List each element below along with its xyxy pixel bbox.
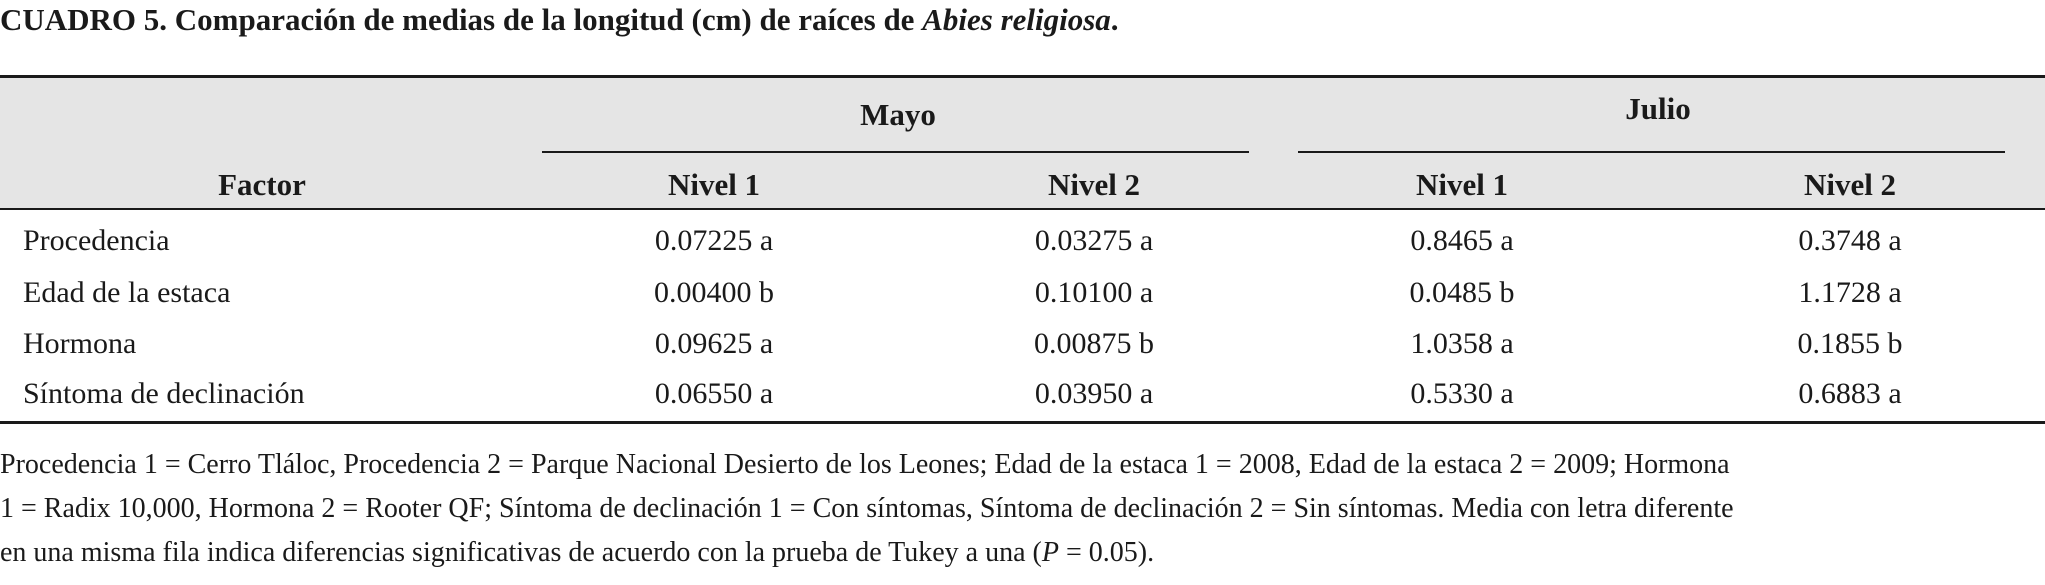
caption-prefix: CUADRO 5. Comparación de medias de la lo… [0,2,923,37]
level-header-mayo-1: Nivel 1 [667,167,761,202]
table-cell: 0.3748 a [1798,224,1902,257]
header-rule [0,208,2045,210]
caption-species: Abies religiosa [922,2,1111,37]
table-cell: 1.1728 a [1798,276,1902,309]
caption-suffix: . [1110,2,1119,37]
factor-column-header: Factor [218,167,306,202]
table-cell: 1.0358 a [1410,327,1514,360]
table-cell: 0.10100 a [1034,276,1154,309]
row-factor: Edad de la estaca [23,276,231,309]
table-cell: 0.6883 a [1798,377,1902,410]
level-header-julio-1: Nivel 1 [1415,167,1509,202]
table-cell: 0.0485 b [1409,276,1515,309]
mayo-span-rule [542,151,1249,153]
table-cell: 0.06550 a [654,377,774,410]
table-cell: 0.07225 a [654,224,774,257]
table-cell: 0.00875 b [1034,327,1154,360]
table-caption: CUADRO 5. Comparación de medias de la lo… [0,2,1119,38]
table-cell: 0.00400 b [654,276,774,309]
level-header-julio-2: Nivel 2 [1803,167,1897,202]
table-bottom-rule [0,421,2045,424]
table-footnote: Procedencia 1 = Cerro Tláloc, Procedenci… [0,443,2045,575]
level-header-mayo-2: Nivel 2 [1047,167,1141,202]
footnote-p-symbol: P [1041,537,1059,568]
footnote-line-2: 1 = Radix 10,000, Hormona 2 = Rooter QF;… [0,493,1734,524]
comparison-table: Mayo Julio Factor Nivel 1 Nivel 2 Nivel … [0,75,2045,424]
group-header-julio: Julio [1625,91,1691,126]
footnote-line-3-prefix: en una misma fila indica diferencias sig… [0,537,1042,568]
table-cell: 0.1855 b [1797,327,1903,360]
table-cell: 0.8465 a [1410,224,1514,257]
footnote-line-1: Procedencia 1 = Cerro Tláloc, Procedenci… [0,449,1730,480]
table-top-rule [0,75,2045,78]
footnote-line-3: en una misma fila indica diferencias sig… [0,531,2045,575]
row-factor: Hormona [23,327,137,360]
group-header-mayo: Mayo [860,97,936,132]
julio-span-rule [1298,151,2005,153]
header-shading [0,75,2045,210]
footnote-line-3-suffix: = 0.05). [1058,537,1155,568]
table-cell: 0.5330 a [1410,377,1514,410]
table-cell: 0.03275 a [1034,224,1154,257]
table-cell: 0.09625 a [654,327,774,360]
row-factor: Procedencia [23,224,170,257]
row-factor: Síntoma de declinación [23,377,305,410]
table-cell: 0.03950 a [1034,377,1154,410]
